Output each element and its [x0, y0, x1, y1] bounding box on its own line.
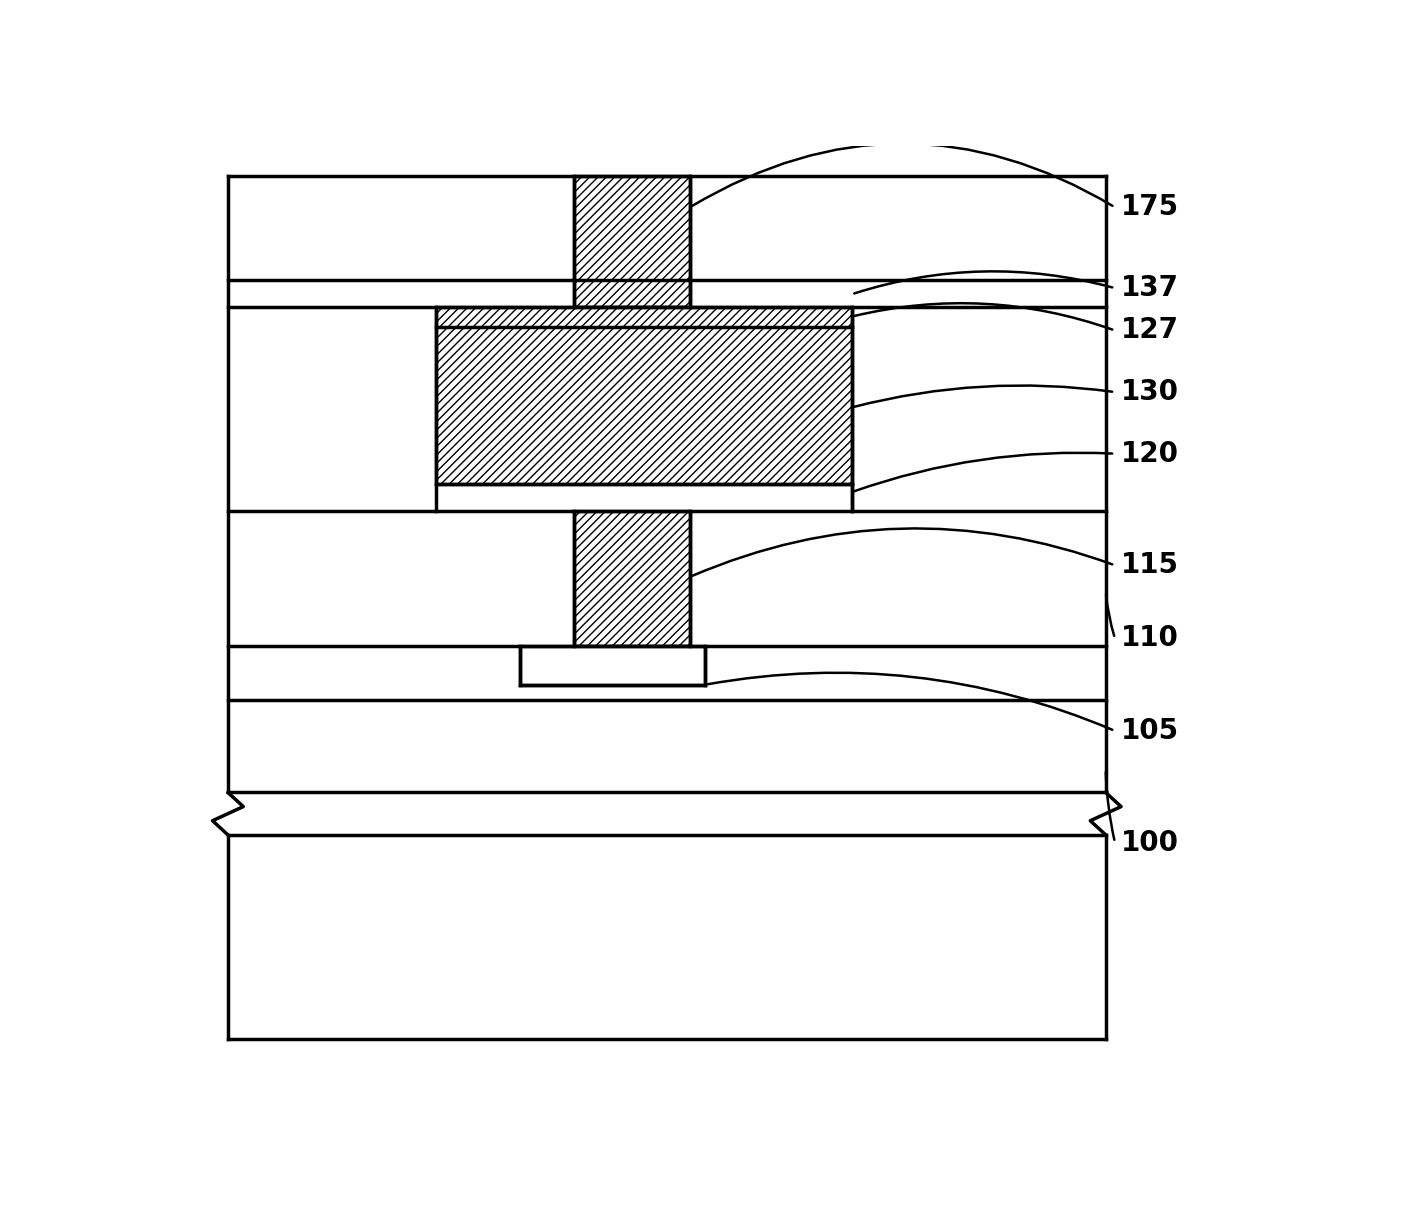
Text: 100: 100 [1121, 828, 1178, 857]
Text: 130: 130 [1121, 378, 1178, 405]
Text: 175: 175 [1121, 193, 1180, 221]
FancyArrowPatch shape [854, 272, 1113, 294]
Bar [228, 646, 1106, 700]
FancyArrowPatch shape [1106, 772, 1114, 840]
Bar [228, 835, 1106, 1039]
Bar [690, 511, 1106, 646]
Bar [574, 511, 690, 646]
Text: 120: 120 [1121, 439, 1178, 467]
FancyArrowPatch shape [1106, 595, 1114, 636]
Bar [228, 511, 574, 646]
Bar [228, 280, 1106, 307]
Text: 127: 127 [1121, 317, 1178, 345]
Text: 137: 137 [1121, 274, 1178, 302]
Bar [436, 307, 852, 484]
Bar [228, 307, 436, 511]
Bar [520, 646, 705, 685]
Bar [574, 176, 690, 307]
FancyArrowPatch shape [854, 304, 1113, 329]
Bar [852, 307, 1106, 511]
Text: 110: 110 [1121, 624, 1178, 652]
Text: 115: 115 [1121, 551, 1178, 579]
Text: 105: 105 [1121, 717, 1180, 745]
FancyArrowPatch shape [708, 673, 1113, 730]
FancyArrowPatch shape [854, 386, 1112, 407]
FancyArrowPatch shape [854, 453, 1112, 492]
FancyArrowPatch shape [693, 528, 1113, 575]
Bar [228, 176, 1106, 280]
Bar [228, 700, 1106, 793]
FancyArrowPatch shape [693, 143, 1113, 206]
